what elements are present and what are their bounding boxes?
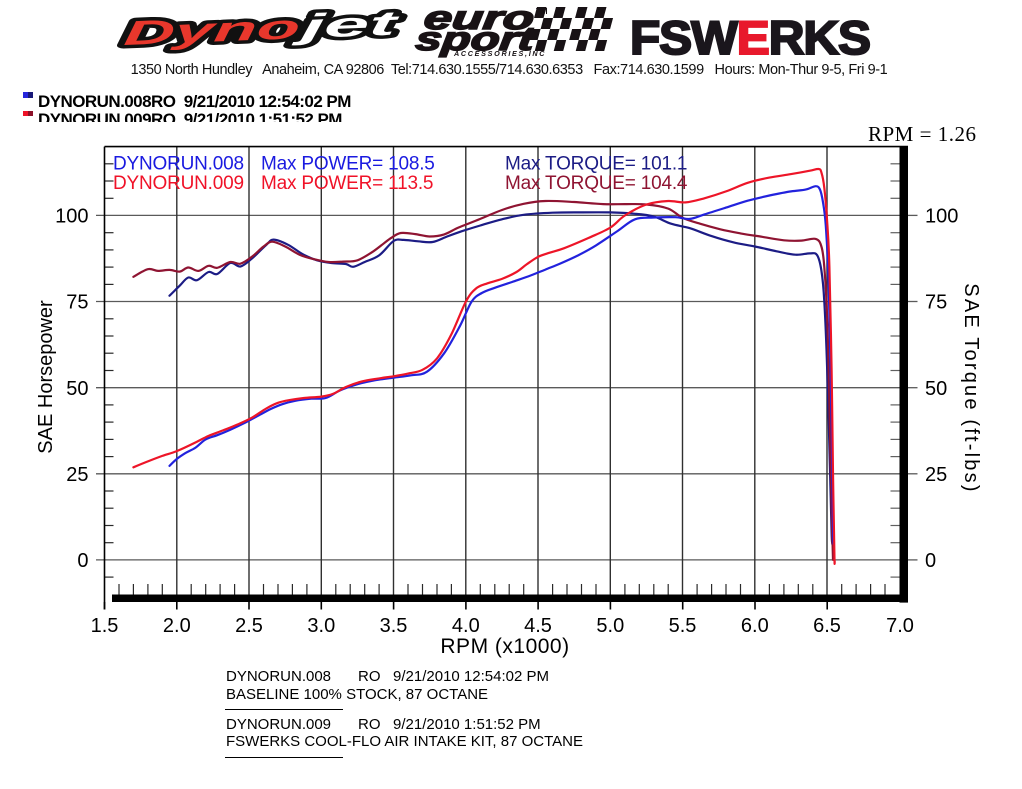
svg-text:5.0: 5.0 bbox=[596, 615, 624, 637]
svg-text:FSWERKS: FSW ERKS bbox=[630, 11, 870, 64]
svg-text:50: 50 bbox=[66, 378, 88, 400]
svg-text:6.0: 6.0 bbox=[741, 615, 769, 637]
svg-text:Dyno: Dyno bbox=[122, 8, 302, 53]
svg-text:RPM (x1000): RPM (x1000) bbox=[440, 635, 569, 658]
svg-text:4.5: 4.5 bbox=[524, 615, 552, 637]
svg-text:Max POWER= 108.5: Max POWER= 108.5 bbox=[261, 154, 435, 175]
svg-text:100: 100 bbox=[55, 206, 88, 228]
svg-text:3.0: 3.0 bbox=[307, 615, 335, 637]
svg-text:SAE Horsepower: SAE Horsepower bbox=[35, 300, 57, 454]
svg-text:25: 25 bbox=[925, 464, 947, 486]
svg-text:75: 75 bbox=[925, 292, 947, 314]
svg-text:SAE Torque (ft-lbs): SAE Torque (ft-lbs) bbox=[960, 283, 982, 493]
svg-text:DYNORUN.009: DYNORUN.009 bbox=[113, 173, 244, 194]
svg-text:2.5: 2.5 bbox=[235, 615, 263, 637]
svg-text:3.5: 3.5 bbox=[380, 615, 408, 637]
svg-text:50: 50 bbox=[925, 378, 947, 400]
svg-text:2.0: 2.0 bbox=[163, 615, 191, 637]
svg-text:Max TORQUE= 101.1: Max TORQUE= 101.1 bbox=[505, 154, 687, 175]
svg-text:1.5: 1.5 bbox=[91, 615, 119, 637]
svg-text:jet: jet bbox=[291, 4, 402, 46]
svg-text:DYNORUN.008: DYNORUN.008 bbox=[113, 154, 244, 175]
svg-text:euro: euro bbox=[422, 0, 536, 37]
svg-text:25: 25 bbox=[66, 464, 88, 486]
svg-text:0: 0 bbox=[925, 550, 936, 572]
svg-text:0: 0 bbox=[77, 550, 88, 572]
svg-text:4.0: 4.0 bbox=[452, 615, 480, 637]
svg-text:6.5: 6.5 bbox=[813, 615, 841, 637]
svg-text:100: 100 bbox=[925, 206, 958, 228]
svg-text:5.5: 5.5 bbox=[669, 615, 697, 637]
svg-text:Max POWER= 113.5: Max POWER= 113.5 bbox=[261, 173, 433, 194]
svg-text:75: 75 bbox=[66, 292, 88, 314]
svg-text:7.0: 7.0 bbox=[886, 615, 914, 637]
svg-text:Max TORQUE= 104.4: Max TORQUE= 104.4 bbox=[505, 173, 688, 194]
svg-text:sport: sport bbox=[414, 21, 539, 58]
svg-text:ACCESSORIES,INC: ACCESSORIES,INC bbox=[453, 49, 546, 58]
